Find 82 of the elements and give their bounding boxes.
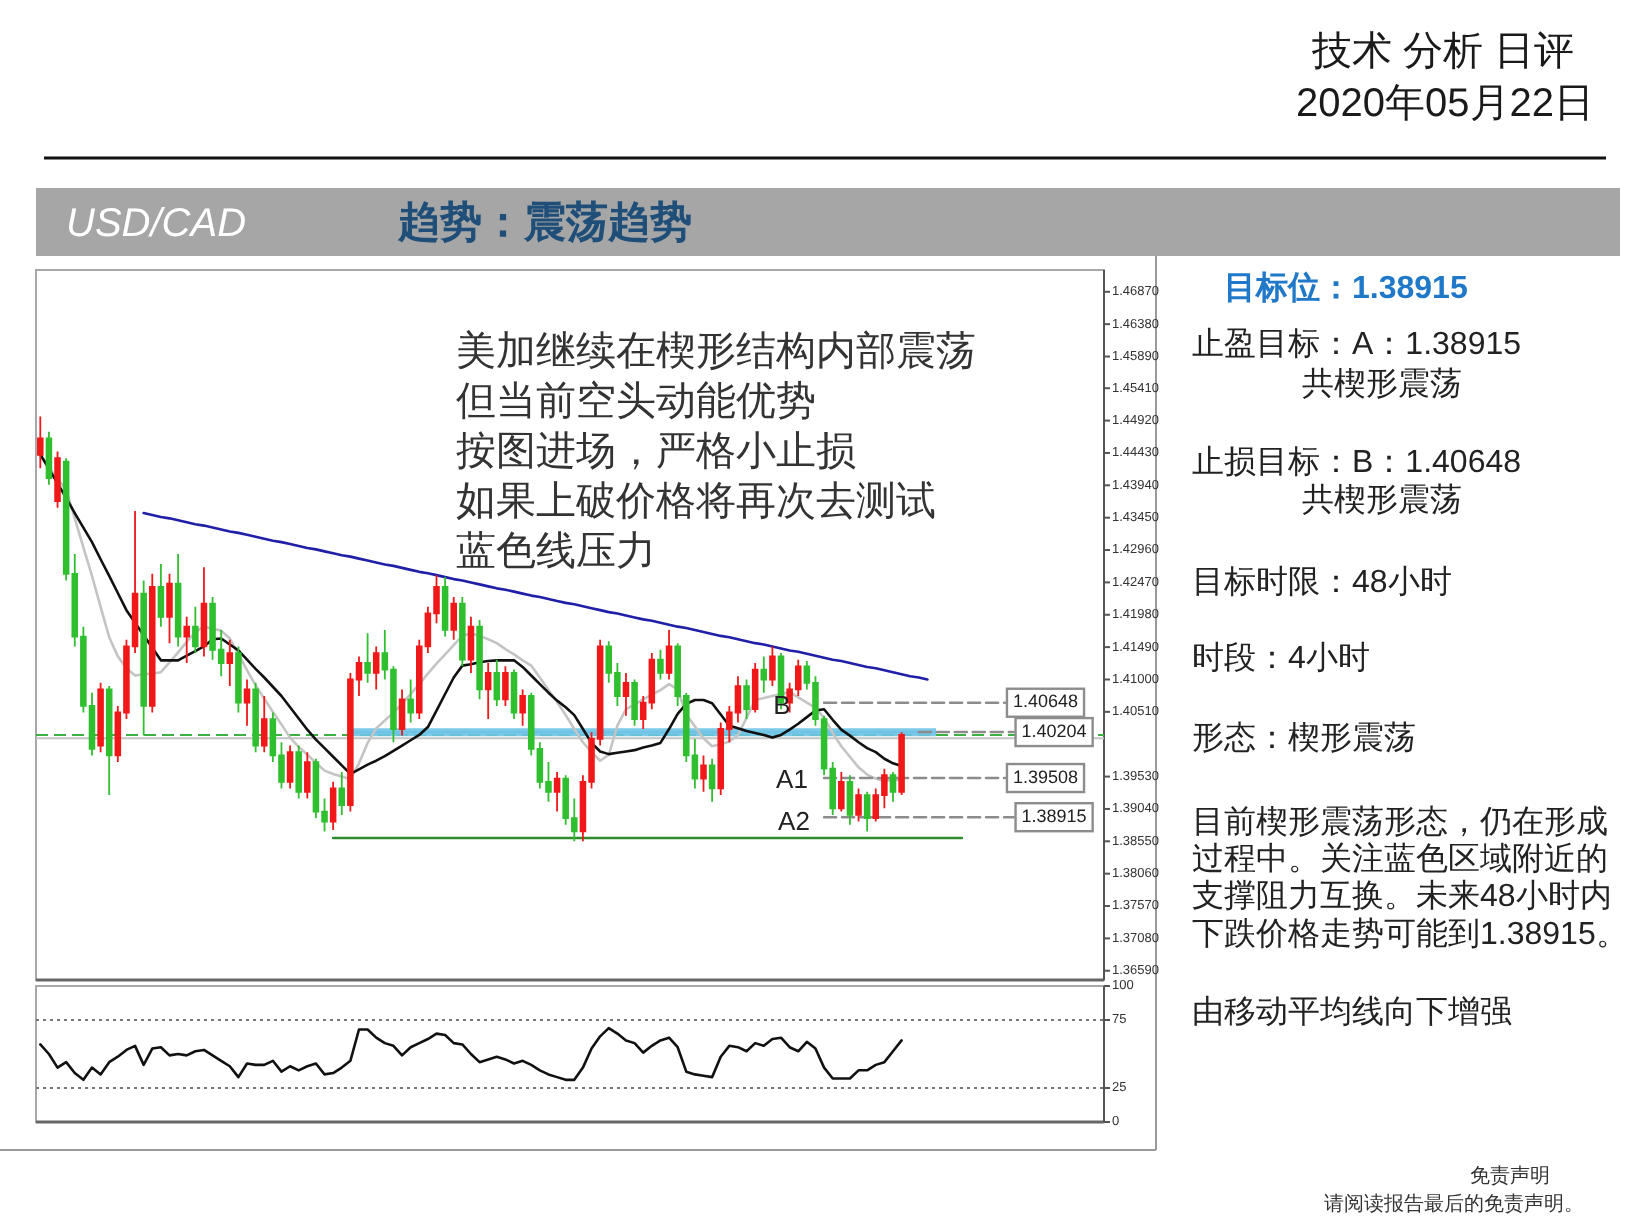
text: 形态：楔形震荡 bbox=[1192, 720, 1416, 756]
candlestick bbox=[502, 665, 509, 707]
candlestick bbox=[665, 629, 673, 681]
text: 时段：4小时 bbox=[1192, 640, 1370, 676]
candlestick bbox=[235, 645, 242, 714]
candlestick bbox=[484, 662, 492, 721]
candlestick bbox=[372, 645, 380, 691]
text: 请阅读报告最后的免责声明。 bbox=[1324, 1192, 1584, 1216]
candlestick bbox=[329, 780, 337, 831]
candlestick bbox=[260, 695, 268, 754]
text: 共楔形震荡 bbox=[1302, 366, 1462, 402]
candlestick bbox=[459, 596, 466, 668]
candlestick bbox=[751, 662, 759, 714]
line-series bbox=[39, 1026, 903, 1082]
candlestick bbox=[364, 632, 371, 684]
candlestick bbox=[252, 681, 259, 754]
candlestick bbox=[519, 688, 526, 727]
candlestick bbox=[149, 572, 156, 714]
candlestick bbox=[441, 576, 449, 638]
annotation: A2 bbox=[778, 806, 810, 836]
candlestick bbox=[157, 563, 165, 628]
series-label: 1.40648 bbox=[1012, 691, 1079, 712]
candlestick bbox=[898, 731, 905, 796]
annotation: 但当前空头动能优势 bbox=[456, 380, 816, 424]
candlestick bbox=[622, 671, 630, 717]
annotation: 美加继续在楔形结构内部震荡 bbox=[456, 328, 976, 374]
candlestick bbox=[743, 678, 750, 721]
text: 技术 分析 日评 bbox=[1309, 30, 1574, 74]
candlestick bbox=[889, 771, 897, 803]
candlestick bbox=[510, 668, 518, 721]
candlestick bbox=[657, 648, 664, 681]
text: 共楔形震荡 bbox=[1302, 482, 1462, 518]
annotation: 如果上破价格将再次去测试 bbox=[456, 480, 936, 524]
candlestick bbox=[304, 751, 311, 800]
candlestick bbox=[97, 681, 104, 754]
candlestick bbox=[243, 678, 251, 727]
candlestick bbox=[631, 678, 638, 727]
text: 目前楔形震荡形态，仍在形成过程中。关注蓝色区域附近的支撑阻力互换。未来48小时内下跌价格走势可能到1.38915。 bbox=[1192, 804, 1628, 952]
candlestick bbox=[493, 658, 501, 707]
candlestick bbox=[174, 553, 182, 648]
candlestick bbox=[407, 678, 414, 724]
text: 2020年05月22日 bbox=[1296, 82, 1594, 126]
annotation: A1 bbox=[776, 764, 808, 794]
candlestick bbox=[769, 645, 776, 687]
candlestick bbox=[846, 774, 854, 826]
candlestick bbox=[226, 638, 234, 687]
candlestick bbox=[338, 771, 346, 816]
candlestick bbox=[855, 787, 862, 823]
candlestick bbox=[760, 655, 768, 694]
annotation: 蓝色线压力 bbox=[456, 530, 656, 574]
candlestick bbox=[450, 596, 457, 641]
candlestick bbox=[286, 744, 294, 790]
candlestick bbox=[476, 619, 483, 701]
candlestick bbox=[863, 790, 871, 833]
candlestick bbox=[700, 754, 707, 793]
text: 免责声明 bbox=[1470, 1164, 1550, 1188]
text: 目标时限：48小时 bbox=[1192, 564, 1452, 600]
annotation: 按图进场，严格小止损 bbox=[456, 430, 856, 474]
candlestick bbox=[192, 605, 199, 654]
candlestick bbox=[467, 615, 475, 674]
candlestick bbox=[140, 579, 147, 737]
candlestick bbox=[37, 415, 44, 470]
candlestick bbox=[45, 430, 53, 486]
candlestick bbox=[54, 450, 61, 509]
text: 目标位：1.38915 bbox=[1224, 270, 1468, 306]
text: 止损目标：B：1.40648 bbox=[1192, 444, 1522, 480]
candlestick bbox=[166, 572, 173, 645]
candlestick bbox=[838, 771, 845, 813]
text: 趋势：震荡趋势 bbox=[396, 200, 692, 246]
text: 止盈目标：A：1.38915 bbox=[1192, 326, 1522, 362]
legend-label: 1.39508 bbox=[1012, 766, 1079, 787]
candlestick bbox=[105, 685, 113, 796]
candlestick bbox=[295, 744, 302, 800]
legend-label: 1.38915 bbox=[1021, 805, 1087, 826]
candlestick bbox=[183, 615, 190, 664]
candlestick bbox=[200, 566, 208, 658]
text: 由移动平均线向下增强 bbox=[1192, 994, 1512, 1030]
legend-label: 1.40204 bbox=[1021, 720, 1087, 741]
text: USD/CAD bbox=[66, 202, 247, 246]
candlestick bbox=[708, 757, 716, 803]
candlestick bbox=[553, 771, 561, 813]
candlestick bbox=[398, 688, 406, 737]
